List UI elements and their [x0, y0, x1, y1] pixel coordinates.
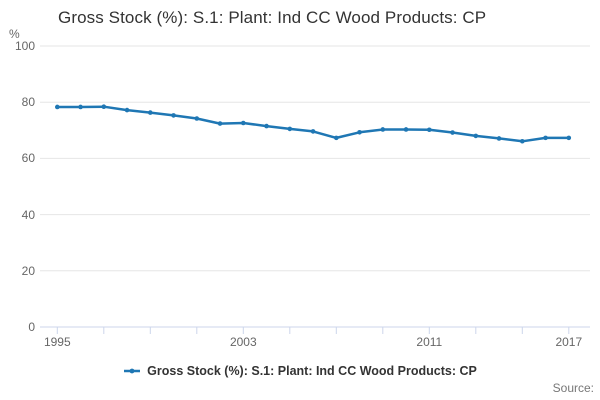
- data-point-marker[interactable]: [310, 129, 316, 134]
- x-tick-label: 1995: [43, 335, 71, 349]
- data-point-marker[interactable]: [55, 104, 60, 110]
- data-point-marker[interactable]: [496, 136, 502, 141]
- data-point-marker[interactable]: [287, 126, 293, 132]
- x-tick-label: 2011: [416, 335, 443, 349]
- chart-title: Gross Stock (%): S.1: Plant: Ind CC Wood…: [58, 8, 487, 27]
- data-point-marker[interactable]: [520, 138, 525, 144]
- data-point-marker[interactable]: [380, 127, 386, 132]
- legend-item[interactable]: Gross Stock (%): S.1: Plant: Ind CC Wood…: [0, 362, 600, 380]
- data-point-marker[interactable]: [78, 104, 83, 110]
- data-point-marker[interactable]: [473, 133, 479, 139]
- data-point-marker[interactable]: [124, 107, 130, 113]
- data-point-marker[interactable]: [241, 120, 246, 126]
- data-point-marker[interactable]: [194, 116, 200, 121]
- y-tick-label: 80: [21, 95, 35, 110]
- y-tick-label: 20: [21, 263, 35, 278]
- data-point-marker[interactable]: [334, 135, 339, 141]
- data-point-marker[interactable]: [403, 127, 409, 132]
- data-point-marker[interactable]: [217, 121, 223, 126]
- data-point-marker[interactable]: [543, 135, 548, 141]
- legend-line-marker-icon: [124, 368, 141, 374]
- data-point-marker[interactable]: [427, 127, 432, 133]
- data-point-marker[interactable]: [264, 123, 269, 129]
- data-point-marker[interactable]: [566, 135, 572, 141]
- y-axis-unit-label: %: [9, 27, 20, 41]
- y-tick-label: 60: [21, 151, 35, 166]
- data-point-marker[interactable]: [171, 113, 176, 118]
- data-point-marker[interactable]: [101, 104, 107, 109]
- data-point-marker[interactable]: [357, 129, 362, 135]
- x-tick-label: 2017: [555, 335, 583, 349]
- source-label: Source:: [552, 381, 594, 395]
- data-point-marker[interactable]: [148, 110, 153, 115]
- x-tick-label: 2003: [229, 335, 257, 349]
- series-line: [56, 105, 571, 143]
- legend-label: Gross Stock (%): S.1: Plant: Ind CC Wood…: [147, 364, 477, 378]
- y-tick-label: 40: [21, 207, 35, 222]
- y-tick-label: 0: [28, 320, 35, 334]
- y-tick-label: 100: [14, 39, 35, 53]
- data-point-marker[interactable]: [450, 130, 455, 135]
